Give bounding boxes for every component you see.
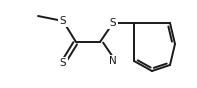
Text: N: N — [109, 56, 117, 66]
Text: S: S — [60, 58, 66, 68]
Text: S: S — [110, 18, 116, 28]
Text: S: S — [60, 16, 66, 26]
